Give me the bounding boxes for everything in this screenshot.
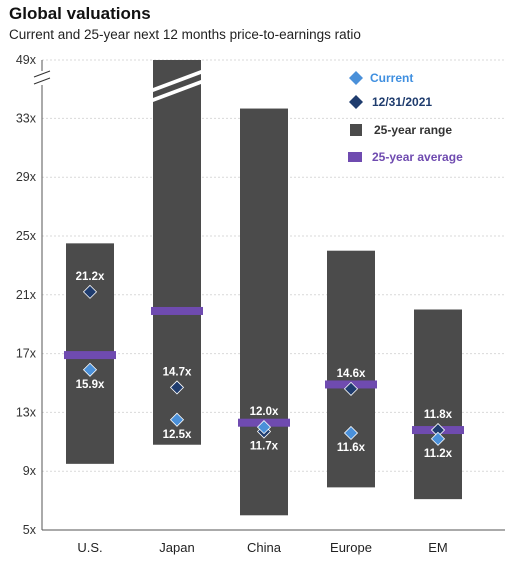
current-diamond: [82, 362, 98, 377]
past-diamond: [82, 284, 98, 299]
x-category-label: Japan: [159, 540, 194, 555]
current-data-label: 11.2x: [424, 448, 453, 460]
legend-current-label: Current: [370, 71, 413, 85]
current-diamond: [343, 425, 359, 441]
legend-current-icon: [349, 71, 363, 85]
y-tick-label: 25x: [16, 229, 37, 243]
axis-break-gap: [36, 71, 48, 85]
legend-average-label: 25-year average: [372, 150, 463, 164]
legend-range-icon: [350, 124, 362, 136]
average-marker: [64, 351, 116, 360]
current-data-label: 15.9x: [76, 379, 105, 391]
past-data-label: 11.8x: [424, 409, 453, 421]
current-data-label: 12.0x: [250, 406, 279, 418]
y-tick-label: 13x: [16, 405, 37, 419]
past-diamond: [343, 381, 359, 396]
bar-break-stripe: [153, 80, 201, 102]
axis-break-mark: [33, 77, 51, 85]
y-tick-label: 17x: [16, 347, 37, 361]
range-bar: [414, 309, 462, 500]
x-category-label: EM: [428, 540, 448, 555]
range-bar: [327, 250, 375, 488]
past-data-label: 21.2x: [76, 271, 105, 283]
average-marker: [151, 306, 203, 315]
y-tick-label: 9x: [23, 464, 37, 478]
legend-past-icon: [349, 95, 363, 109]
past-data-label: 14.6x: [337, 368, 366, 380]
current-diamond: [430, 431, 446, 446]
current-data-label: 12.5x: [163, 429, 192, 441]
current-data-label: 11.6x: [337, 442, 366, 454]
x-category-label: China: [247, 540, 282, 555]
y-tick-label: 29x: [16, 170, 37, 184]
chart-title: Global valuations: [9, 4, 151, 23]
y-tick-label: 21x: [16, 288, 37, 302]
x-category-label: U.S.: [77, 540, 102, 555]
legend-past-label: 12/31/2021: [372, 95, 432, 109]
past-diamond: [169, 380, 185, 395]
y-tick-label: 5x: [23, 523, 37, 537]
past-data-label: 14.7x: [163, 366, 192, 378]
axis-break-mark: [33, 70, 51, 78]
bar-break-stripe: [153, 70, 201, 92]
current-diamond: [256, 420, 272, 435]
legend-range-label: 25-year range: [374, 123, 452, 137]
range-bar: [240, 108, 288, 516]
x-category-label: Europe: [330, 540, 372, 555]
chart-subtitle: Current and 25-year next 12 months price…: [9, 27, 361, 42]
current-diamond: [169, 412, 185, 427]
past-data-label: 11.7x: [250, 441, 279, 453]
legend-average-icon: [348, 152, 362, 162]
y-tick-label: 33x: [16, 111, 37, 125]
y-tick-label: 49x: [16, 53, 37, 67]
